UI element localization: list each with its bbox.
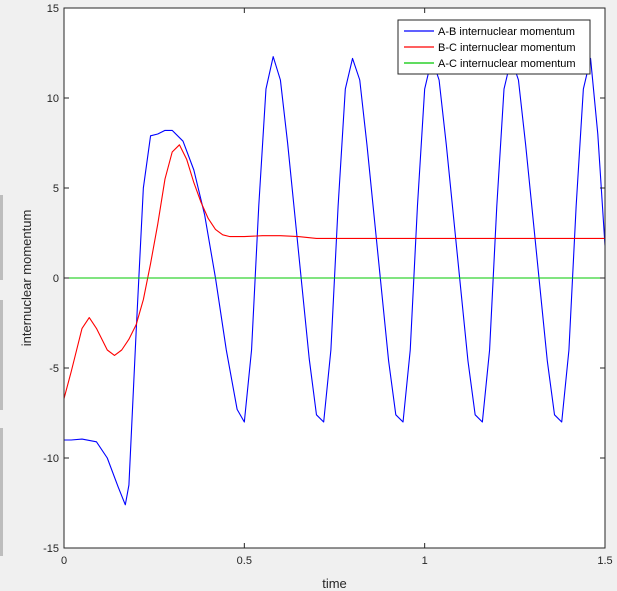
- legend-label: A-C internuclear momentum: [438, 58, 576, 70]
- y-tick-label: -15: [43, 543, 59, 555]
- axes-layer: 0 0.5 1 1.5 -15 -10 -5 0 5 10 15: [43, 3, 613, 567]
- legend-box: [397, 19, 591, 75]
- left-panel-divider: [0, 428, 3, 556]
- x-tick-label: 1.5: [597, 555, 612, 567]
- series-layer: [64, 56, 605, 506]
- y-tick-label: 0: [53, 273, 59, 285]
- series-line-1: [64, 56, 605, 506]
- y-tick-label: 15: [47, 3, 59, 15]
- y-tick-label: 5: [53, 183, 59, 195]
- left-panel-divider: [0, 300, 3, 410]
- x-tick-label: 0: [61, 555, 67, 567]
- y-axis-label: internuclear momentum: [19, 210, 34, 347]
- legend-label: A-B internuclear momentum: [438, 26, 575, 38]
- legend-label: B-C internuclear momentum: [438, 42, 576, 54]
- series-line-2: [64, 144, 605, 399]
- left-panel-divider: [0, 195, 3, 280]
- y-tick-label: -10: [43, 453, 59, 465]
- y-tick-label: -5: [49, 363, 59, 375]
- x-tick-label: 0.5: [237, 555, 252, 567]
- x-tick-label: 1: [422, 555, 428, 567]
- y-tick-label: 10: [47, 93, 59, 105]
- legend: A-B internuclear momentum B-C internuclea…: [397, 19, 591, 75]
- x-axis-label: time: [322, 576, 347, 591]
